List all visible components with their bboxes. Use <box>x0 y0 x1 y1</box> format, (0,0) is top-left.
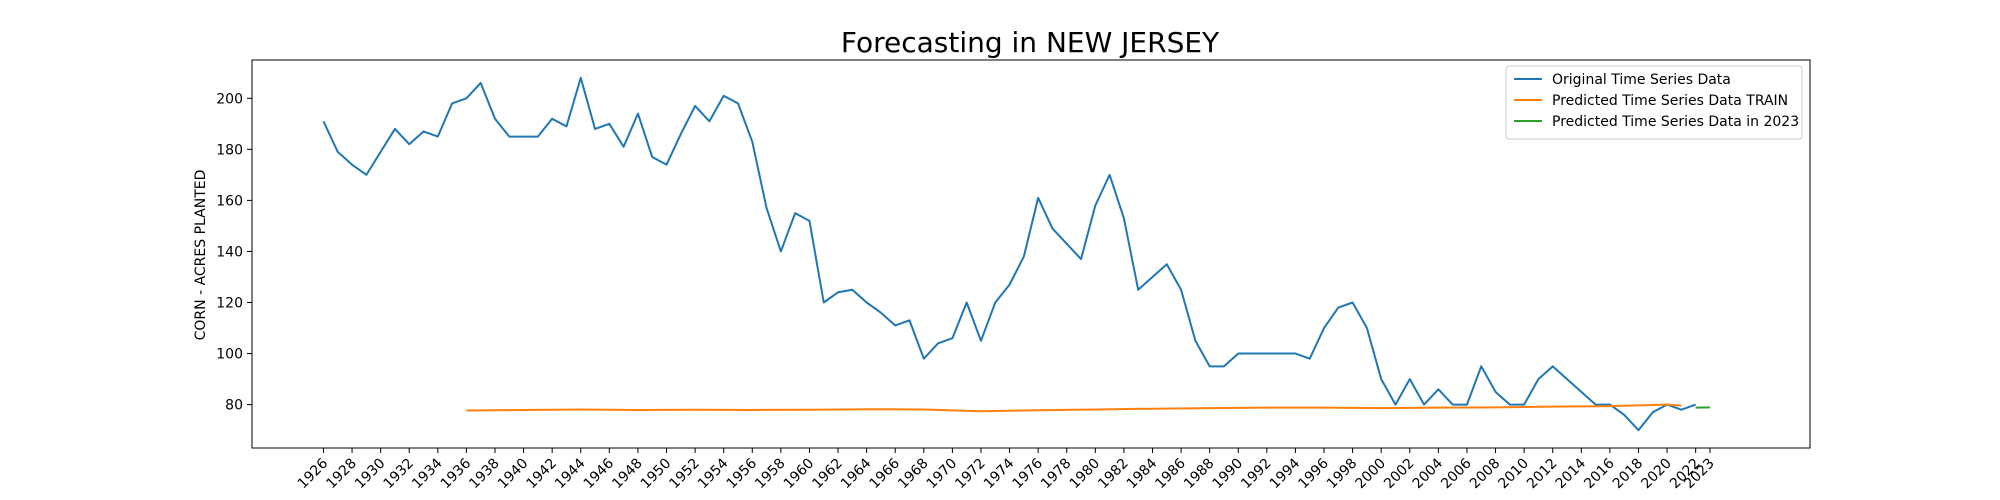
x-tick-label: 1968 <box>895 456 932 493</box>
x-tick-label: 1956 <box>724 455 761 492</box>
series-line-2 <box>466 403 1682 413</box>
x-tick-label: 2004 <box>1410 455 1447 492</box>
x-tick-label: 2006 <box>1438 455 1475 492</box>
x-tick-label: 2020 <box>1638 456 1675 493</box>
x-tick-label: 1940 <box>495 456 532 493</box>
x-tick-label: 1948 <box>609 456 646 493</box>
x-tick-label: 2000 <box>1353 456 1390 493</box>
x-tick-label: 1990 <box>1210 456 1247 493</box>
x-tick-label: 1982 <box>1095 456 1132 493</box>
x-tick-label: 2002 <box>1381 456 1418 493</box>
x-tick-label: 1938 <box>466 456 503 493</box>
x-tick-label: 1930 <box>352 456 389 493</box>
x-tick-label: 2012 <box>1524 456 1561 493</box>
x-tick-label: 1986 <box>1152 455 1189 492</box>
legend-label-1: Original Time Series Data <box>1552 72 1731 88</box>
series-line-1 <box>322 76 1696 432</box>
x-tick-label: 1988 <box>1181 456 1218 493</box>
y-axis-label: CORN - ACRES PLANTED <box>193 170 209 341</box>
x-tick-label: 1984 <box>1124 455 1161 492</box>
x-tick-label: 1950 <box>638 456 675 493</box>
x-tick-label: 1992 <box>1238 456 1275 493</box>
chart-title: Forecasting in NEW JERSEY <box>841 26 1220 59</box>
legend-box <box>1505 65 1803 140</box>
y-tick-label: 140 <box>216 244 243 260</box>
x-tick-label: 1976 <box>1009 455 1046 492</box>
x-tick-label: 1966 <box>867 455 904 492</box>
x-tick-label: 1936 <box>438 455 475 492</box>
x-tick-label: 2018 <box>1610 456 1647 493</box>
x-tick-label: 1952 <box>666 456 703 493</box>
x-tick-label: 1954 <box>695 455 732 492</box>
x-tick-label: 2010 <box>1495 456 1532 493</box>
x-tick-label: 1946 <box>581 455 618 492</box>
x-tick-label: 1978 <box>1038 456 1075 493</box>
plot-frame <box>251 59 1811 449</box>
legend-label-2: Predicted Time Series Data TRAIN <box>1552 93 1788 109</box>
y-tick-label: 120 <box>216 296 243 312</box>
x-tick-label: 1962 <box>809 456 846 493</box>
y-tick-label: 200 <box>216 91 243 107</box>
legend-label-3: Predicted Time Series Data in 2023 <box>1552 114 1799 130</box>
x-tick-label: 1960 <box>781 456 818 493</box>
x-tick-label: 1970 <box>924 456 961 493</box>
x-tick-label: 1934 <box>409 455 446 492</box>
x-tick-label: 1996 <box>1295 455 1332 492</box>
y-tick-label: 180 <box>216 142 243 158</box>
x-tick-label: 1972 <box>952 456 989 493</box>
legend: Original Time Series Data Predicted Time … <box>1505 65 1803 140</box>
y-tick-label: 80 <box>225 398 243 414</box>
x-tick-label: 1998 <box>1324 456 1361 493</box>
x-tick-label: 1958 <box>752 456 789 493</box>
y-tick-label: 100 <box>216 347 243 363</box>
x-tick-label: 1942 <box>523 456 560 493</box>
x-tick-label: 1974 <box>981 455 1018 492</box>
x-tick-label: 1926 <box>295 455 332 492</box>
x-tick-label: 1964 <box>838 455 875 492</box>
x-tick-label: 2014 <box>1553 455 1590 492</box>
x-tick-label: 1928 <box>323 456 360 493</box>
y-tick-label: 160 <box>216 193 243 209</box>
x-tick-label: 2008 <box>1467 456 1504 493</box>
x-tick-label: 1932 <box>381 456 418 493</box>
x-tick-label: 1944 <box>552 455 589 492</box>
x-tick-label: 1994 <box>1267 455 1304 492</box>
x-tick-label: 1980 <box>1067 456 1104 493</box>
x-tick-label: 2016 <box>1581 455 1618 492</box>
